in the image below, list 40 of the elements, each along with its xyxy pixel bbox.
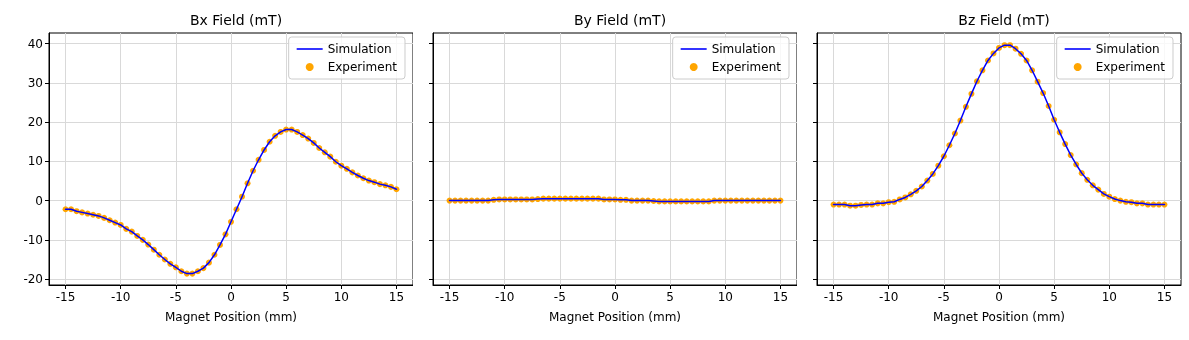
x-tick-label: 10 — [1101, 290, 1117, 304]
x-tick-label: -15 — [439, 290, 460, 304]
x-tick-label: 10 — [333, 290, 349, 304]
chart-title: Bx Field (mT) — [189, 12, 283, 28]
legend-label: Experiment — [327, 60, 398, 74]
y-tick-label: 20 — [27, 115, 43, 130]
x-tick-label: 0 — [227, 290, 235, 304]
x-axis-title: Magnet Position (mm) — [932, 310, 1066, 324]
legend-label: Experiment — [1095, 60, 1166, 74]
y-tick-label: 40 — [27, 36, 43, 51]
chart-title: Bz Field (mT) — [958, 12, 1050, 28]
x-tick-label: 0 — [995, 290, 1003, 304]
x-tick-label: 5 — [666, 290, 674, 304]
x-tick-label: -5 — [553, 290, 566, 304]
y-tick-label: -20 — [23, 272, 43, 287]
y-tick-label: 0 — [35, 193, 43, 208]
x-tick-label: 10 — [717, 290, 733, 304]
y-tick-label: 30 — [27, 75, 43, 90]
x-tick-label: 0 — [611, 290, 619, 304]
x-tick-label: -5 — [169, 290, 182, 304]
x-tick-label: -5 — [937, 290, 950, 304]
chart-title: By Field (mT) — [573, 12, 667, 28]
y-tick-label: -10 — [23, 232, 43, 247]
x-tick-label: -10 — [878, 290, 899, 304]
y-tick-label: 10 — [27, 154, 43, 169]
x-axis-title: Magnet Position (mm) — [548, 310, 682, 324]
x-tick-label: -15 — [823, 290, 844, 304]
x-tick-label: 5 — [1050, 290, 1058, 304]
legend-label: Simulation — [711, 42, 776, 56]
x-tick-label: -10 — [494, 290, 515, 304]
x-tick-label: 15 — [388, 290, 405, 304]
x-axis-title: Magnet Position (mm) — [164, 310, 298, 324]
x-tick-label: 5 — [282, 290, 290, 304]
x-tick-label: 15 — [1156, 290, 1173, 304]
x-tick-label: 15 — [772, 290, 789, 304]
legend-label: Experiment — [711, 60, 782, 74]
legend-label: Simulation — [327, 42, 392, 56]
x-tick-label: -10 — [110, 290, 131, 304]
x-tick-label: -15 — [55, 290, 76, 304]
legend-label: Simulation — [1095, 42, 1160, 56]
